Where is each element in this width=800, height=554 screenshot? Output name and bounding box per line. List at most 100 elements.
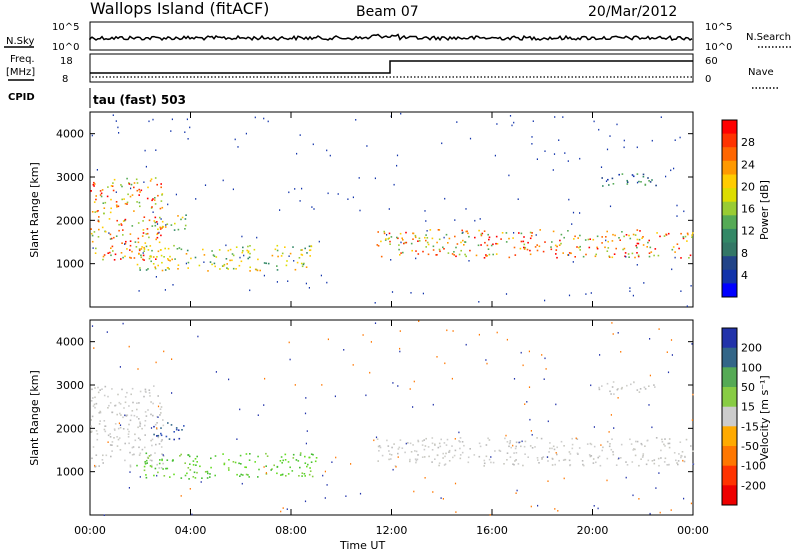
scatter-cell	[384, 239, 387, 241]
noise-cell	[593, 426, 595, 428]
scatter-cell	[641, 237, 643, 239]
scatter-cell	[271, 254, 274, 257]
noise-cell	[400, 241, 402, 244]
scatter-cell	[204, 471, 207, 473]
scatter-cell	[129, 240, 132, 242]
scatter-cell	[626, 384, 628, 387]
scatter-cell	[188, 478, 190, 480]
scatter-cell	[462, 239, 464, 242]
noise-cell	[665, 175, 667, 178]
scatter-cell	[452, 456, 454, 459]
scatter-cell	[177, 429, 180, 431]
scatter-cell	[667, 464, 670, 466]
nsky-tick-top: 10^5	[52, 22, 79, 33]
scatter-cell	[143, 250, 145, 252]
scatter-cell	[120, 223, 122, 225]
noise-cell	[609, 205, 612, 208]
noise-cell	[150, 427, 153, 429]
scatter-cell	[527, 241, 529, 244]
scatter-cell	[644, 184, 647, 186]
scatter-cell	[592, 458, 595, 460]
noise-cell	[673, 167, 675, 170]
scatter-cell	[643, 386, 646, 389]
noise-cell	[638, 498, 640, 500]
scatter-cell	[131, 410, 134, 412]
noise-cell	[440, 497, 442, 499]
scatter-cell	[118, 229, 120, 232]
scatter-cell	[124, 218, 127, 221]
scatter-cell	[429, 229, 432, 231]
noise-cell	[359, 492, 362, 495]
scatter-cell	[111, 444, 113, 446]
scatter-cell	[140, 248, 143, 250]
scatter-cell	[169, 259, 171, 262]
noise-cell	[170, 130, 172, 132]
scatter-cell	[653, 459, 656, 461]
scatter-cell	[666, 464, 668, 466]
scatter-cell	[661, 438, 663, 441]
scatter-cell	[240, 463, 242, 465]
scatter-cell	[187, 261, 190, 264]
scatter-cell	[646, 439, 649, 442]
scatter-cell	[161, 458, 163, 461]
scatter-cell	[113, 236, 115, 239]
scatter-cell	[593, 445, 596, 448]
scatter-cell	[248, 256, 251, 259]
scatter-cell	[541, 458, 543, 460]
scatter-cell	[249, 266, 251, 269]
noise-cell	[263, 274, 265, 277]
scatter-cell	[569, 464, 571, 467]
noise-cell	[458, 431, 460, 434]
scatter-cell	[102, 454, 104, 457]
scatter-cell	[531, 232, 533, 234]
noise-cell	[611, 322, 613, 324]
scatter-cell	[674, 251, 676, 253]
scatter-cell	[96, 438, 99, 441]
scatter-cell	[139, 421, 141, 423]
scatter-cell	[177, 268, 179, 270]
scatter-cell	[487, 233, 489, 236]
scatter-cell	[298, 475, 300, 477]
nsky-label: N.Sky	[6, 36, 34, 47]
scatter-cell	[210, 466, 212, 469]
scatter-cell	[166, 467, 169, 470]
scatter-cell	[159, 249, 162, 251]
scatter-cell	[136, 201, 138, 203]
scatter-cell	[377, 231, 379, 233]
scatter-cell	[499, 450, 502, 452]
scatter-cell	[501, 232, 504, 234]
noise-cell	[324, 470, 326, 473]
scatter-cell	[312, 453, 314, 456]
noise-cell	[118, 132, 120, 134]
scatter-cell	[91, 211, 94, 213]
colorbar-segment	[722, 215, 737, 230]
scatter-cell	[150, 454, 152, 456]
scatter-cell	[515, 441, 518, 444]
scatter-cell	[151, 206, 153, 208]
noise-cell	[148, 120, 150, 123]
noise-cell	[649, 374, 651, 377]
scatter-cell	[434, 443, 436, 446]
scatter-cell	[141, 448, 144, 451]
noise-cell	[426, 230, 428, 232]
scatter-cell	[247, 474, 249, 476]
noise-cell	[444, 362, 446, 365]
scatter-cell	[299, 454, 302, 456]
scatter-cell	[414, 450, 416, 452]
scatter-cell	[412, 232, 415, 235]
scatter-cell	[438, 442, 441, 445]
scatter-cell	[103, 394, 106, 397]
scatter-cell	[94, 211, 96, 213]
noise-cell	[152, 211, 154, 213]
scatter-cell	[95, 454, 98, 456]
scatter-cell	[282, 459, 284, 462]
scatter-cell	[185, 214, 187, 216]
scatter-cell	[626, 181, 629, 183]
noise-cell	[632, 494, 634, 497]
scatter-cell	[184, 224, 187, 227]
scatter-cell	[153, 199, 156, 201]
scatter-cell	[142, 254, 145, 257]
scatter-cell	[461, 229, 463, 232]
scatter-cell	[563, 236, 565, 239]
scatter-cell	[152, 402, 154, 405]
